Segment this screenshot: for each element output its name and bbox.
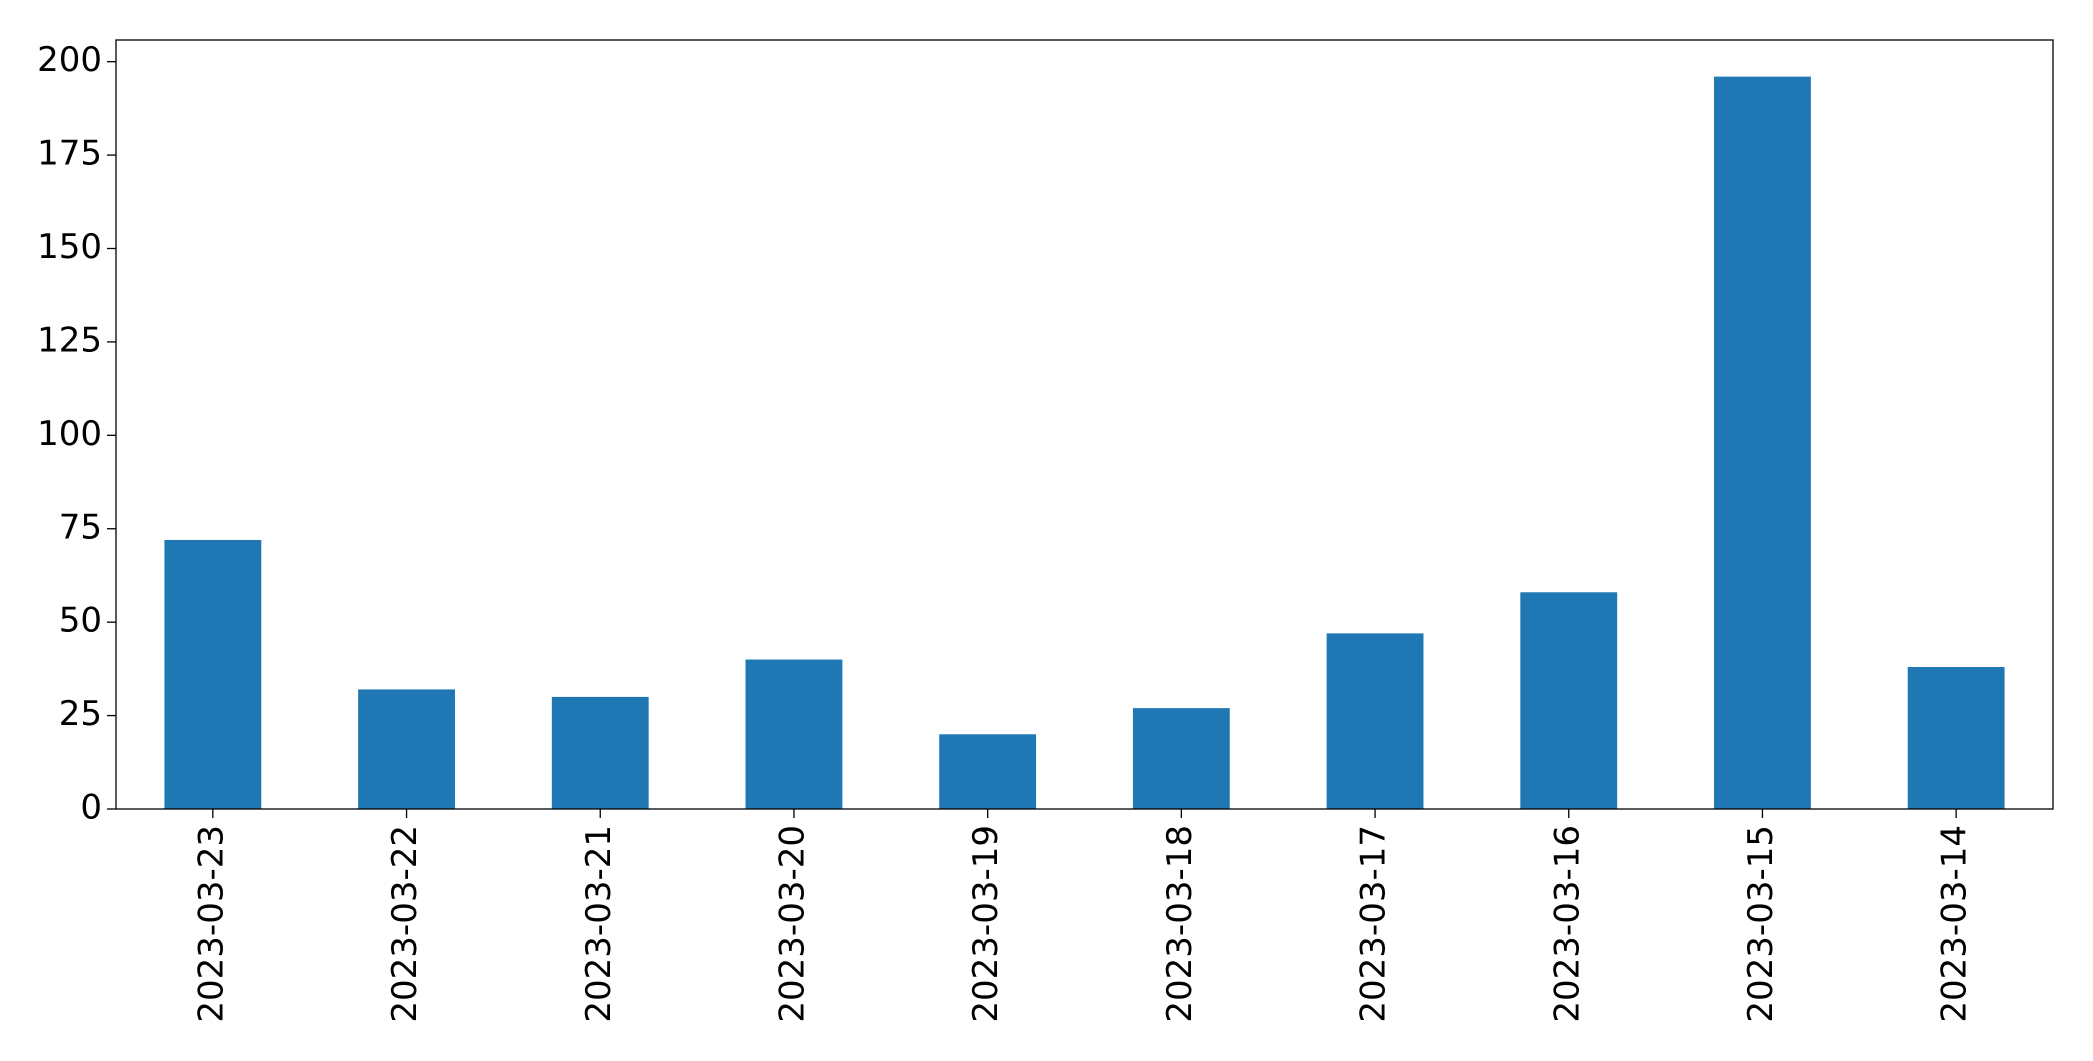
- bar: [1907, 667, 2005, 809]
- y-tick-label: 75: [59, 507, 102, 547]
- x-tick-label: 2023-03-14: [1935, 825, 1975, 1023]
- bar: [1132, 708, 1230, 809]
- x-tick-label: 2023-03-21: [579, 825, 619, 1023]
- bar: [1520, 592, 1618, 809]
- y-tick-label: 25: [59, 694, 102, 734]
- bar: [551, 696, 649, 809]
- x-tick-label: 2023-03-19: [966, 825, 1006, 1023]
- y-tick-label: 150: [37, 227, 102, 267]
- x-tick-label: 2023-03-18: [1160, 825, 1200, 1023]
- plot-frame: [115, 39, 2054, 810]
- x-tick-label: 2023-03-16: [1547, 825, 1587, 1023]
- y-tick-label: 200: [37, 40, 102, 80]
- y-tick-label: 50: [59, 601, 102, 641]
- x-tick-label: 2023-03-20: [772, 825, 812, 1023]
- bar: [939, 734, 1037, 809]
- y-tick-label: 125: [37, 320, 102, 360]
- y-tick-label: 175: [37, 134, 102, 174]
- bar: [1714, 76, 1811, 810]
- x-tick-label: 2023-03-22: [385, 825, 425, 1023]
- bar: [745, 659, 843, 809]
- x-tick-label: 2023-03-15: [1741, 825, 1781, 1023]
- bar: [164, 539, 262, 809]
- y-tick-label: 100: [37, 414, 102, 454]
- x-tick-label: 2023-03-23: [191, 825, 231, 1023]
- bar: [1326, 633, 1424, 809]
- y-tick-label: 0: [80, 788, 102, 828]
- bar: [358, 689, 455, 809]
- x-tick-label: 2023-03-17: [1354, 825, 1394, 1023]
